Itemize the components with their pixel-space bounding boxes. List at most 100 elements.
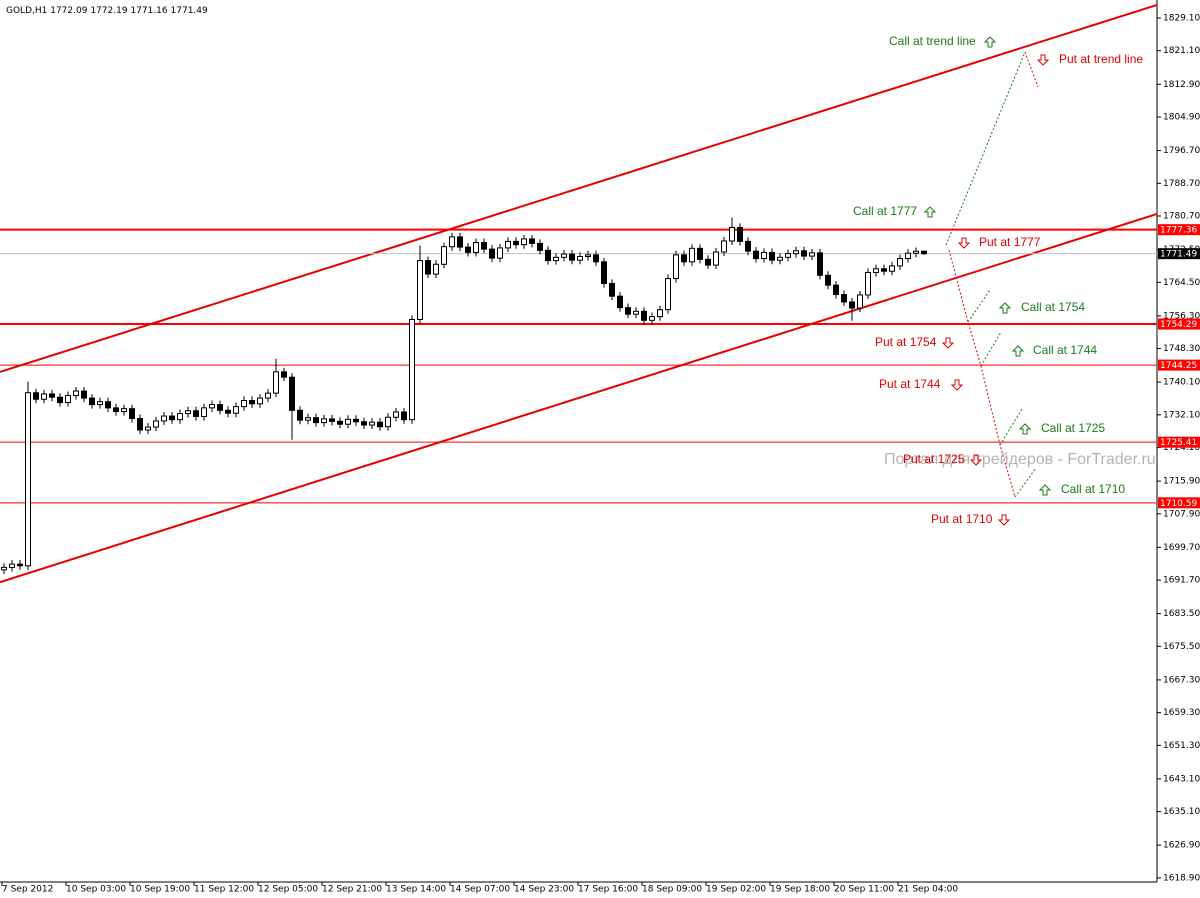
annotation: Call at 1777 <box>853 204 917 218</box>
candle-body <box>801 250 807 257</box>
trend-line <box>0 213 1158 584</box>
candle-body <box>321 418 327 424</box>
candle-body <box>81 390 87 399</box>
annotation-arrow <box>923 206 937 218</box>
y-tick-label: 1740.10 <box>1163 378 1200 388</box>
y-tick-label: 1796.70 <box>1163 146 1200 156</box>
candle-body <box>825 274 831 286</box>
candle-body <box>65 395 71 404</box>
candle-body <box>753 250 759 260</box>
candle-body <box>273 371 279 394</box>
candle-body <box>129 408 135 420</box>
candle-body <box>353 418 359 423</box>
y-tick-label: 1732.10 <box>1163 410 1200 420</box>
annotation-arrow <box>969 454 983 466</box>
price-label: 1771.49 <box>1160 250 1197 260</box>
candle-body <box>849 301 855 309</box>
last-low: 1771.16 <box>130 6 167 16</box>
candle-body <box>833 284 839 296</box>
annotation-arrow <box>997 514 1011 526</box>
annotation: Put at 1710 <box>931 512 993 526</box>
candle-body <box>905 252 911 260</box>
candle-body <box>721 240 727 253</box>
candle-body <box>705 258 711 266</box>
candle-body <box>745 240 751 252</box>
level-label: 1725.41 <box>1160 438 1197 448</box>
candle-body <box>713 251 719 266</box>
candle-body <box>313 417 319 424</box>
candle-body <box>225 409 231 414</box>
annotation: Call at 1754 <box>1021 300 1085 314</box>
symbol: GOLD,H1 <box>6 6 47 16</box>
candle-body <box>841 294 847 303</box>
candle-body <box>777 256 783 261</box>
candle-body <box>89 397 95 406</box>
x-tick-label: 14 Sep 23:00 <box>514 885 574 895</box>
x-tick-label: 20 Sep 11:00 <box>834 885 894 895</box>
y-tick-label: 1748.30 <box>1163 344 1200 354</box>
candle-body <box>177 413 183 421</box>
candle-body <box>505 240 511 249</box>
annotation-arrow <box>1036 54 1050 66</box>
candle-body <box>441 246 447 265</box>
candle-body <box>73 390 79 397</box>
annotation-arrow <box>1038 484 1052 496</box>
candle-body <box>489 248 495 259</box>
annotation-arrow <box>983 36 997 48</box>
candle-body <box>609 283 615 297</box>
candle-body <box>393 411 399 418</box>
candle-body <box>649 316 655 321</box>
candle-body <box>201 407 207 417</box>
y-tick-label: 1659.30 <box>1163 708 1200 718</box>
candle-body <box>305 417 311 421</box>
level-box <box>1158 318 1200 330</box>
candle-body <box>521 238 527 246</box>
annotation: Call at 1744 <box>1033 343 1097 357</box>
x-tick-label: 12 Sep 05:00 <box>258 885 318 895</box>
candle-body <box>793 250 799 255</box>
candle-body <box>681 254 687 263</box>
annotation-arrow <box>941 337 955 349</box>
x-tick-label: 10 Sep 03:00 <box>66 885 126 895</box>
candle-body <box>601 261 607 284</box>
candle-body <box>697 247 703 260</box>
y-tick-label: 1691.70 <box>1163 576 1200 586</box>
candle-body <box>369 421 375 426</box>
candle-body <box>465 246 471 253</box>
x-tick-label: 21 Sep 04:00 <box>898 885 958 895</box>
candle-body <box>785 253 791 258</box>
candle-body <box>265 392 271 399</box>
annotation: Call at trend line <box>889 34 976 48</box>
candle-body <box>769 251 775 261</box>
candle-body <box>145 426 151 431</box>
level-box <box>1158 436 1200 448</box>
candle-body <box>233 406 239 414</box>
annotation-arrow <box>998 302 1012 314</box>
annotation-arrow <box>1011 345 1025 357</box>
candle-body <box>153 420 159 428</box>
candle-body <box>409 319 415 421</box>
last-open: 1772.09 <box>50 6 87 16</box>
level-label: 1777.36 <box>1160 226 1197 236</box>
candle-body <box>113 407 119 413</box>
candle-body <box>185 410 191 415</box>
x-tick-label: 19 Sep 02:00 <box>706 885 766 895</box>
trend-line <box>0 3 1158 373</box>
y-tick-label: 1675.50 <box>1163 642 1200 652</box>
candle-body <box>97 401 103 406</box>
candle-body <box>361 421 367 426</box>
y-tick-label: 1683.50 <box>1163 609 1200 619</box>
candle-body <box>249 400 255 405</box>
annotation: Put at 1754 <box>875 335 937 349</box>
y-tick-label: 1699.70 <box>1163 543 1200 553</box>
candle-body <box>1 566 7 571</box>
candle-body <box>857 294 863 309</box>
level-box <box>1158 359 1200 371</box>
y-tick-label: 1618.90 <box>1163 873 1200 883</box>
annotation: Call at 1725 <box>1041 421 1105 435</box>
candle-body <box>529 238 535 244</box>
candle-body <box>25 392 31 567</box>
candle-body <box>585 254 591 257</box>
candle-body <box>921 250 927 255</box>
